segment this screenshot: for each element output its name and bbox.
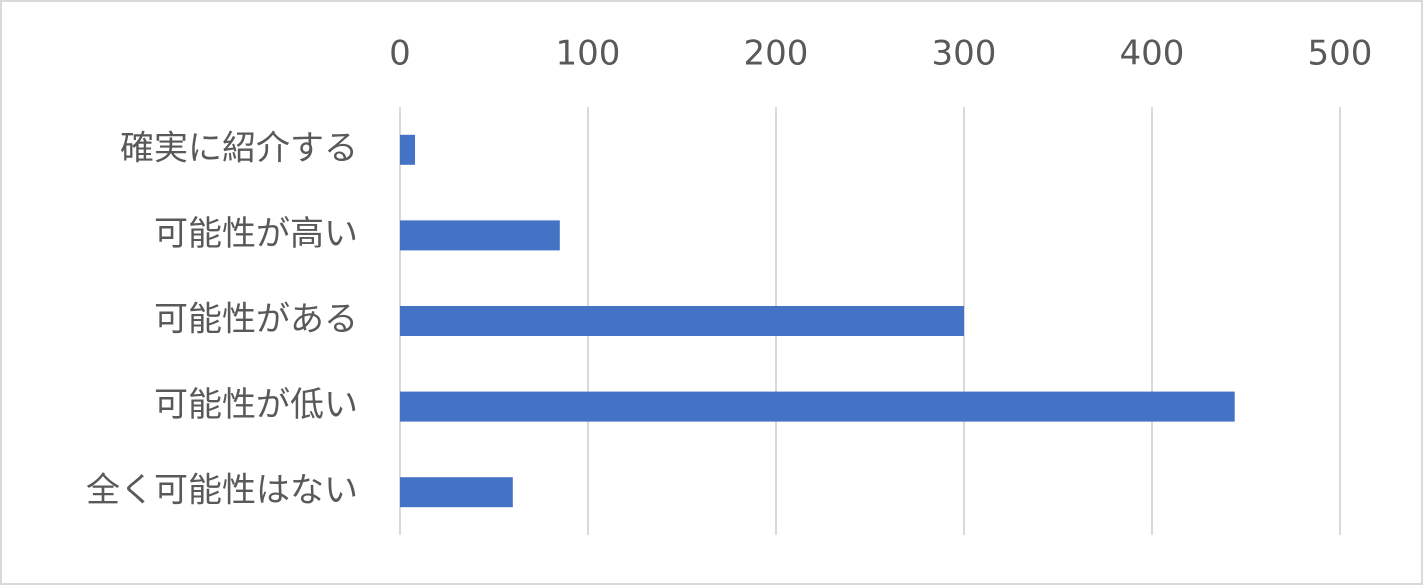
x-tick-label: 0 xyxy=(389,34,411,74)
x-tick-label: 200 xyxy=(744,34,809,74)
bar xyxy=(400,306,964,336)
y-tick-label: 可能性がある xyxy=(154,300,358,340)
y-tick-label: 可能性が高い xyxy=(154,214,358,254)
bar xyxy=(400,220,560,251)
x-tick-label: 100 xyxy=(556,34,621,74)
bar xyxy=(400,391,1235,422)
x-tick-label: 300 xyxy=(932,34,997,74)
bar xyxy=(400,134,416,165)
y-tick-label: 可能性が低い xyxy=(154,385,358,425)
y-tick-label: 全く可能性はない xyxy=(86,471,358,511)
x-tick-label: 400 xyxy=(1120,34,1185,74)
bar xyxy=(400,477,513,508)
x-tick-label: 500 xyxy=(1308,34,1373,74)
y-tick-label: 確実に紹介する xyxy=(120,128,358,168)
